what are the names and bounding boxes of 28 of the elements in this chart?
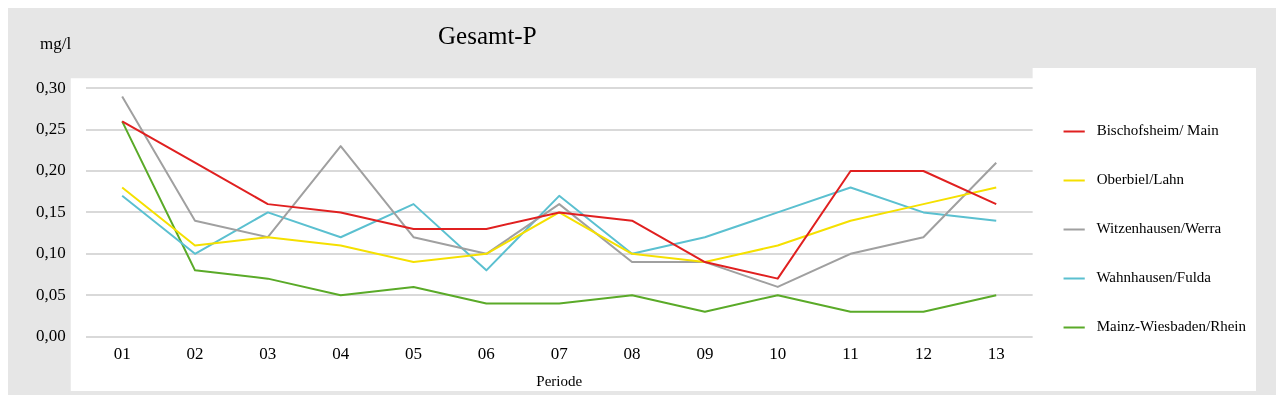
legend-label: Mainz-Wiesbaden/Rhein	[1089, 318, 1247, 335]
x-tick-label: 09	[696, 344, 714, 364]
x-tick-label: 04	[332, 344, 350, 364]
x-axis-title: Periode	[536, 372, 583, 389]
x-tick-label: 01	[113, 344, 131, 364]
legend-label: Oberbiel/Lahn	[1089, 171, 1185, 188]
x-tick-label: 06	[477, 344, 495, 364]
x-tick-label: 12	[914, 344, 932, 364]
x-tick-label: 11	[842, 344, 859, 364]
x-tick-label: 13	[987, 344, 1005, 364]
legend-label: Witzenhausen/Werra	[1089, 220, 1222, 237]
x-tick-label: 08	[623, 344, 641, 364]
y-tick-label: 0,25	[36, 119, 66, 139]
legend-label: Wahnhausen/Fulda	[1089, 269, 1212, 286]
y-tick-label: 0,10	[36, 243, 66, 263]
chart-title: Gesamt-P	[438, 22, 537, 50]
x-tick-label: 07	[550, 344, 569, 364]
y-tick-label: 0,30	[36, 77, 66, 97]
y-axis-title: mg/l	[40, 34, 72, 54]
y-tick-label: 0,00	[36, 326, 66, 346]
x-tick-label: 02	[186, 344, 204, 364]
y-tick-label: 0,05	[36, 284, 66, 304]
x-tick-label: 03	[259, 344, 277, 364]
x-tick-label: 10	[769, 344, 787, 364]
y-tick-label: 0,20	[36, 160, 66, 180]
x-tick-label: 05	[405, 344, 423, 364]
legend-label: Bischofsheim/ Main	[1089, 122, 1220, 139]
y-tick-label: 0,15	[36, 201, 66, 221]
